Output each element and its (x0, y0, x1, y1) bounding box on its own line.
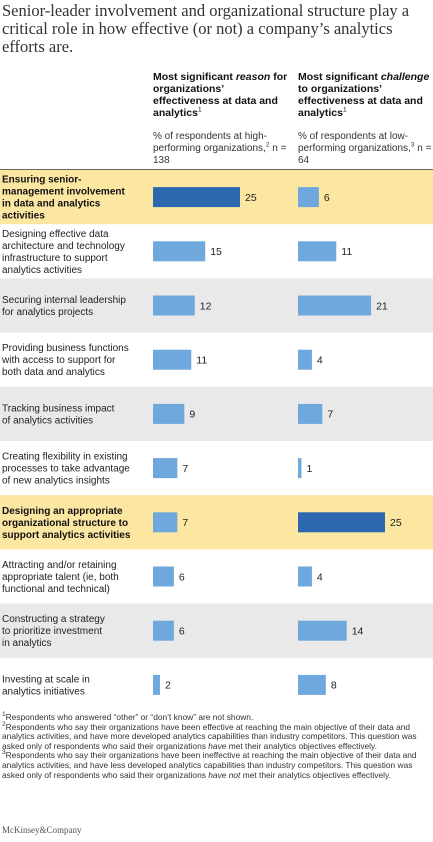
bar-value-left: 11 (196, 355, 207, 367)
bar-left (153, 403, 185, 424)
bar-value-right: 21 (376, 300, 388, 312)
bar-right (298, 241, 337, 262)
bar-value-right: 4 (317, 355, 323, 367)
bar-value-right: 1 (306, 463, 312, 475)
bar-left (153, 620, 174, 641)
bar-right (298, 458, 302, 479)
category-label: Attracting and/or retaining appropriate t… (2, 560, 119, 595)
bar-value-left: 6 (179, 571, 185, 583)
bar-right (298, 295, 372, 316)
category-label: Ensuring senior-management involvement in… (2, 175, 125, 222)
brand-logo: McKinsey&Company (2, 825, 82, 835)
bar-right (298, 187, 319, 208)
bar-left (153, 241, 206, 262)
bar-left (153, 674, 160, 695)
bar-value-left: 12 (200, 300, 212, 312)
right-column-heading: Most significant challenge to organizati… (298, 71, 430, 119)
bar-value-left: 25 (245, 192, 257, 204)
category-label: Securing internal leadership for analytic… (2, 295, 126, 318)
category-label: Providing business functions with access … (1, 343, 129, 378)
bar-value-left: 7 (182, 463, 188, 475)
left-column-heading: Most significant reason for organization… (153, 71, 288, 119)
bar-left (153, 512, 178, 533)
bar-value-left: 6 (179, 626, 185, 638)
bar-left (153, 295, 195, 316)
category-label: Designing an appropriate organizational s… (2, 506, 131, 541)
bar-right (298, 349, 312, 370)
row-shade (0, 386, 433, 441)
bar-value-right: 4 (317, 571, 323, 583)
category-label: Constructing a strategy to prioritize inv… (2, 614, 105, 649)
footnote-2: 2Respondents who say their organizations… (2, 720, 417, 751)
footnotes: 1Respondents who answered “other” or “do… (2, 711, 430, 780)
bar-value-right: 6 (324, 192, 330, 204)
category-label: Investing at scale in analytics initiativ… (2, 674, 90, 697)
bar-value-right: 7 (327, 409, 333, 421)
right-column-subheading: % of respondents at low-performing organ… (298, 131, 432, 166)
left-column-subheading: % of respondents at high-performing orga… (153, 131, 287, 166)
footnote-1: 1Respondents who answered “other” or “do… (2, 711, 254, 722)
bar-left (153, 349, 192, 370)
bar-left (153, 458, 178, 479)
bar-right (298, 620, 347, 641)
chart-title: Senior-leader involvement and organizati… (2, 1, 410, 56)
bar-value-right: 11 (341, 246, 352, 258)
footnote-3: 3Respondents who say their organizations… (2, 749, 417, 780)
bar-right (298, 674, 326, 695)
bar-left (153, 187, 240, 208)
category-label: Designing effective data architecture and… (2, 229, 125, 276)
bar-right (298, 403, 323, 424)
bar-value-left: 7 (182, 517, 188, 529)
category-label: Creating flexibility in existing processe… (2, 452, 130, 487)
bar-value-left: 15 (210, 246, 222, 258)
bar-left (153, 566, 174, 587)
bar-value-right: 8 (331, 680, 337, 692)
bar-value-left: 2 (165, 680, 171, 692)
bar-value-left: 9 (189, 409, 195, 421)
bar-right (298, 566, 312, 587)
category-label: Tracking business impact of analytics act… (2, 403, 115, 426)
row-shade (0, 603, 433, 658)
bar-right (298, 512, 385, 533)
header-divider (0, 169, 433, 170)
bar-value-right: 25 (390, 517, 402, 529)
bar-value-right: 14 (352, 626, 364, 638)
